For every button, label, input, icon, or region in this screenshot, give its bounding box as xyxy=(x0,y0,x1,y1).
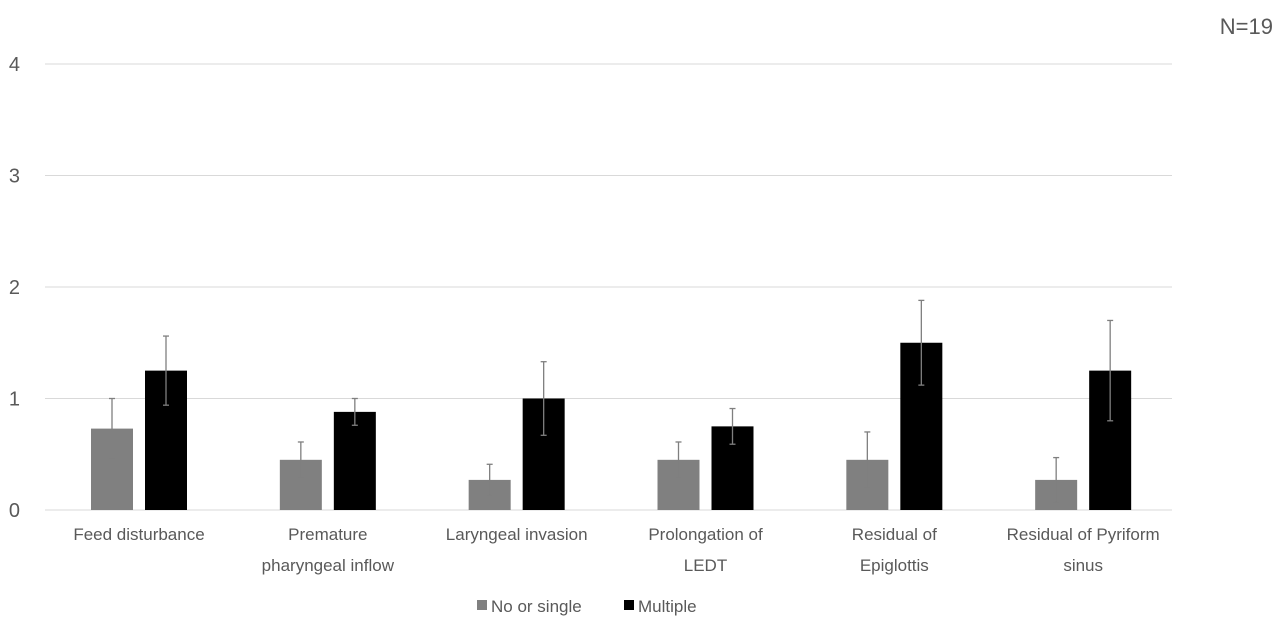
y-tick-label: 2 xyxy=(9,277,20,299)
y-tick-label: 0 xyxy=(9,500,20,522)
x-category-label: Epiglottis xyxy=(860,556,929,575)
x-category-label: Laryngeal invasion xyxy=(446,525,588,544)
y-tick-label: 1 xyxy=(9,389,20,411)
legend: No or single Multiple xyxy=(477,597,697,616)
gridlines xyxy=(45,63,1172,511)
legend-swatch xyxy=(477,600,487,610)
error-bar xyxy=(486,463,493,497)
error-bar xyxy=(297,441,304,479)
x-axis-category-labels: Feed disturbance Premature pharyngeal infl… xyxy=(73,525,1159,575)
error-bars xyxy=(109,299,1114,503)
x-category-label: pharyngeal inflow xyxy=(262,556,395,575)
legend-swatch xyxy=(624,600,634,610)
x-category-label: sinus xyxy=(1063,556,1103,575)
error-bar xyxy=(163,335,169,406)
y-axis-ticks: 0 1 2 3 4 xyxy=(9,54,20,522)
legend-label: No or single xyxy=(491,597,582,616)
x-category-label: Premature xyxy=(288,525,367,544)
sample-size-note: N=19 xyxy=(1220,14,1273,39)
error-bar xyxy=(864,431,871,489)
error-bar xyxy=(351,397,358,426)
x-category-label: Feed disturbance xyxy=(73,525,204,544)
x-category-label: LEDT xyxy=(684,556,727,575)
bars xyxy=(91,342,1132,510)
error-bar xyxy=(540,361,547,436)
y-tick-label: 3 xyxy=(9,166,20,188)
error-bar xyxy=(1053,456,1060,503)
x-category-label: Residual of Pyriform xyxy=(1007,525,1160,544)
x-category-label: Prolongation of xyxy=(648,525,763,544)
bar-multiple xyxy=(333,411,376,510)
legend-label: Multiple xyxy=(638,597,697,616)
error-bar xyxy=(675,441,682,479)
x-category-label: Residual of xyxy=(852,525,937,544)
error-bar xyxy=(729,407,736,445)
y-tick-label: 4 xyxy=(9,54,20,76)
error-bar xyxy=(109,397,115,460)
error-bar xyxy=(918,299,925,386)
error-bar xyxy=(1107,319,1114,422)
